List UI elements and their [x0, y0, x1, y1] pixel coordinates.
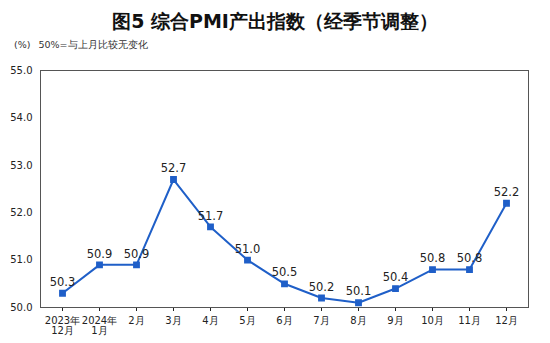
svg-text:55.0: 55.0: [10, 65, 32, 76]
svg-text:2月: 2月: [128, 315, 144, 326]
svg-text:50.0: 50.0: [10, 302, 32, 313]
svg-text:2023年12月: 2023年12月: [45, 315, 80, 336]
svg-text:52.7: 52.7: [161, 161, 187, 175]
svg-text:5月: 5月: [239, 315, 255, 326]
svg-text:50.4: 50.4: [383, 270, 409, 284]
svg-text:6月: 6月: [276, 315, 292, 326]
svg-text:2024年1月: 2024年1月: [82, 315, 117, 336]
svg-text:50.2: 50.2: [309, 280, 335, 294]
svg-text:52.0: 52.0: [10, 207, 32, 218]
svg-text:51.7: 51.7: [198, 209, 224, 223]
svg-text:51.0: 51.0: [10, 254, 32, 265]
svg-text:11月: 11月: [458, 315, 481, 326]
html-text:50%=与上月比较无变化: 50%=与上月比较无变化: [38, 39, 148, 50]
svg-text:9月: 9月: [387, 315, 403, 326]
svg-text:3月: 3月: [165, 315, 181, 326]
svg-text:50.9: 50.9: [124, 247, 150, 261]
svg-text:7月: 7月: [313, 315, 329, 326]
svg-text:50.3: 50.3: [50, 275, 76, 289]
svg-text:50.8: 50.8: [420, 251, 446, 265]
svg-text:4月: 4月: [202, 315, 218, 326]
svg-text:10月: 10月: [421, 315, 444, 326]
svg-text:50.9: 50.9: [87, 247, 113, 261]
svg-text:51.0: 51.0: [235, 242, 261, 256]
svg-text:52.2: 52.2: [494, 185, 520, 199]
html-text:图5 综合PMI产出指数（经季节调整）: 图5 综合PMI产出指数（经季节调整）: [112, 10, 438, 32]
svg-text:50.5: 50.5: [272, 265, 298, 279]
svg-text:53.0: 53.0: [10, 160, 32, 171]
svg-text:54.0: 54.0: [10, 112, 32, 123]
svg-text:12月: 12月: [495, 315, 518, 326]
svg-text:50.8: 50.8: [457, 251, 483, 265]
svg-text:8月: 8月: [350, 315, 366, 326]
svg-text:50.1: 50.1: [346, 284, 372, 298]
